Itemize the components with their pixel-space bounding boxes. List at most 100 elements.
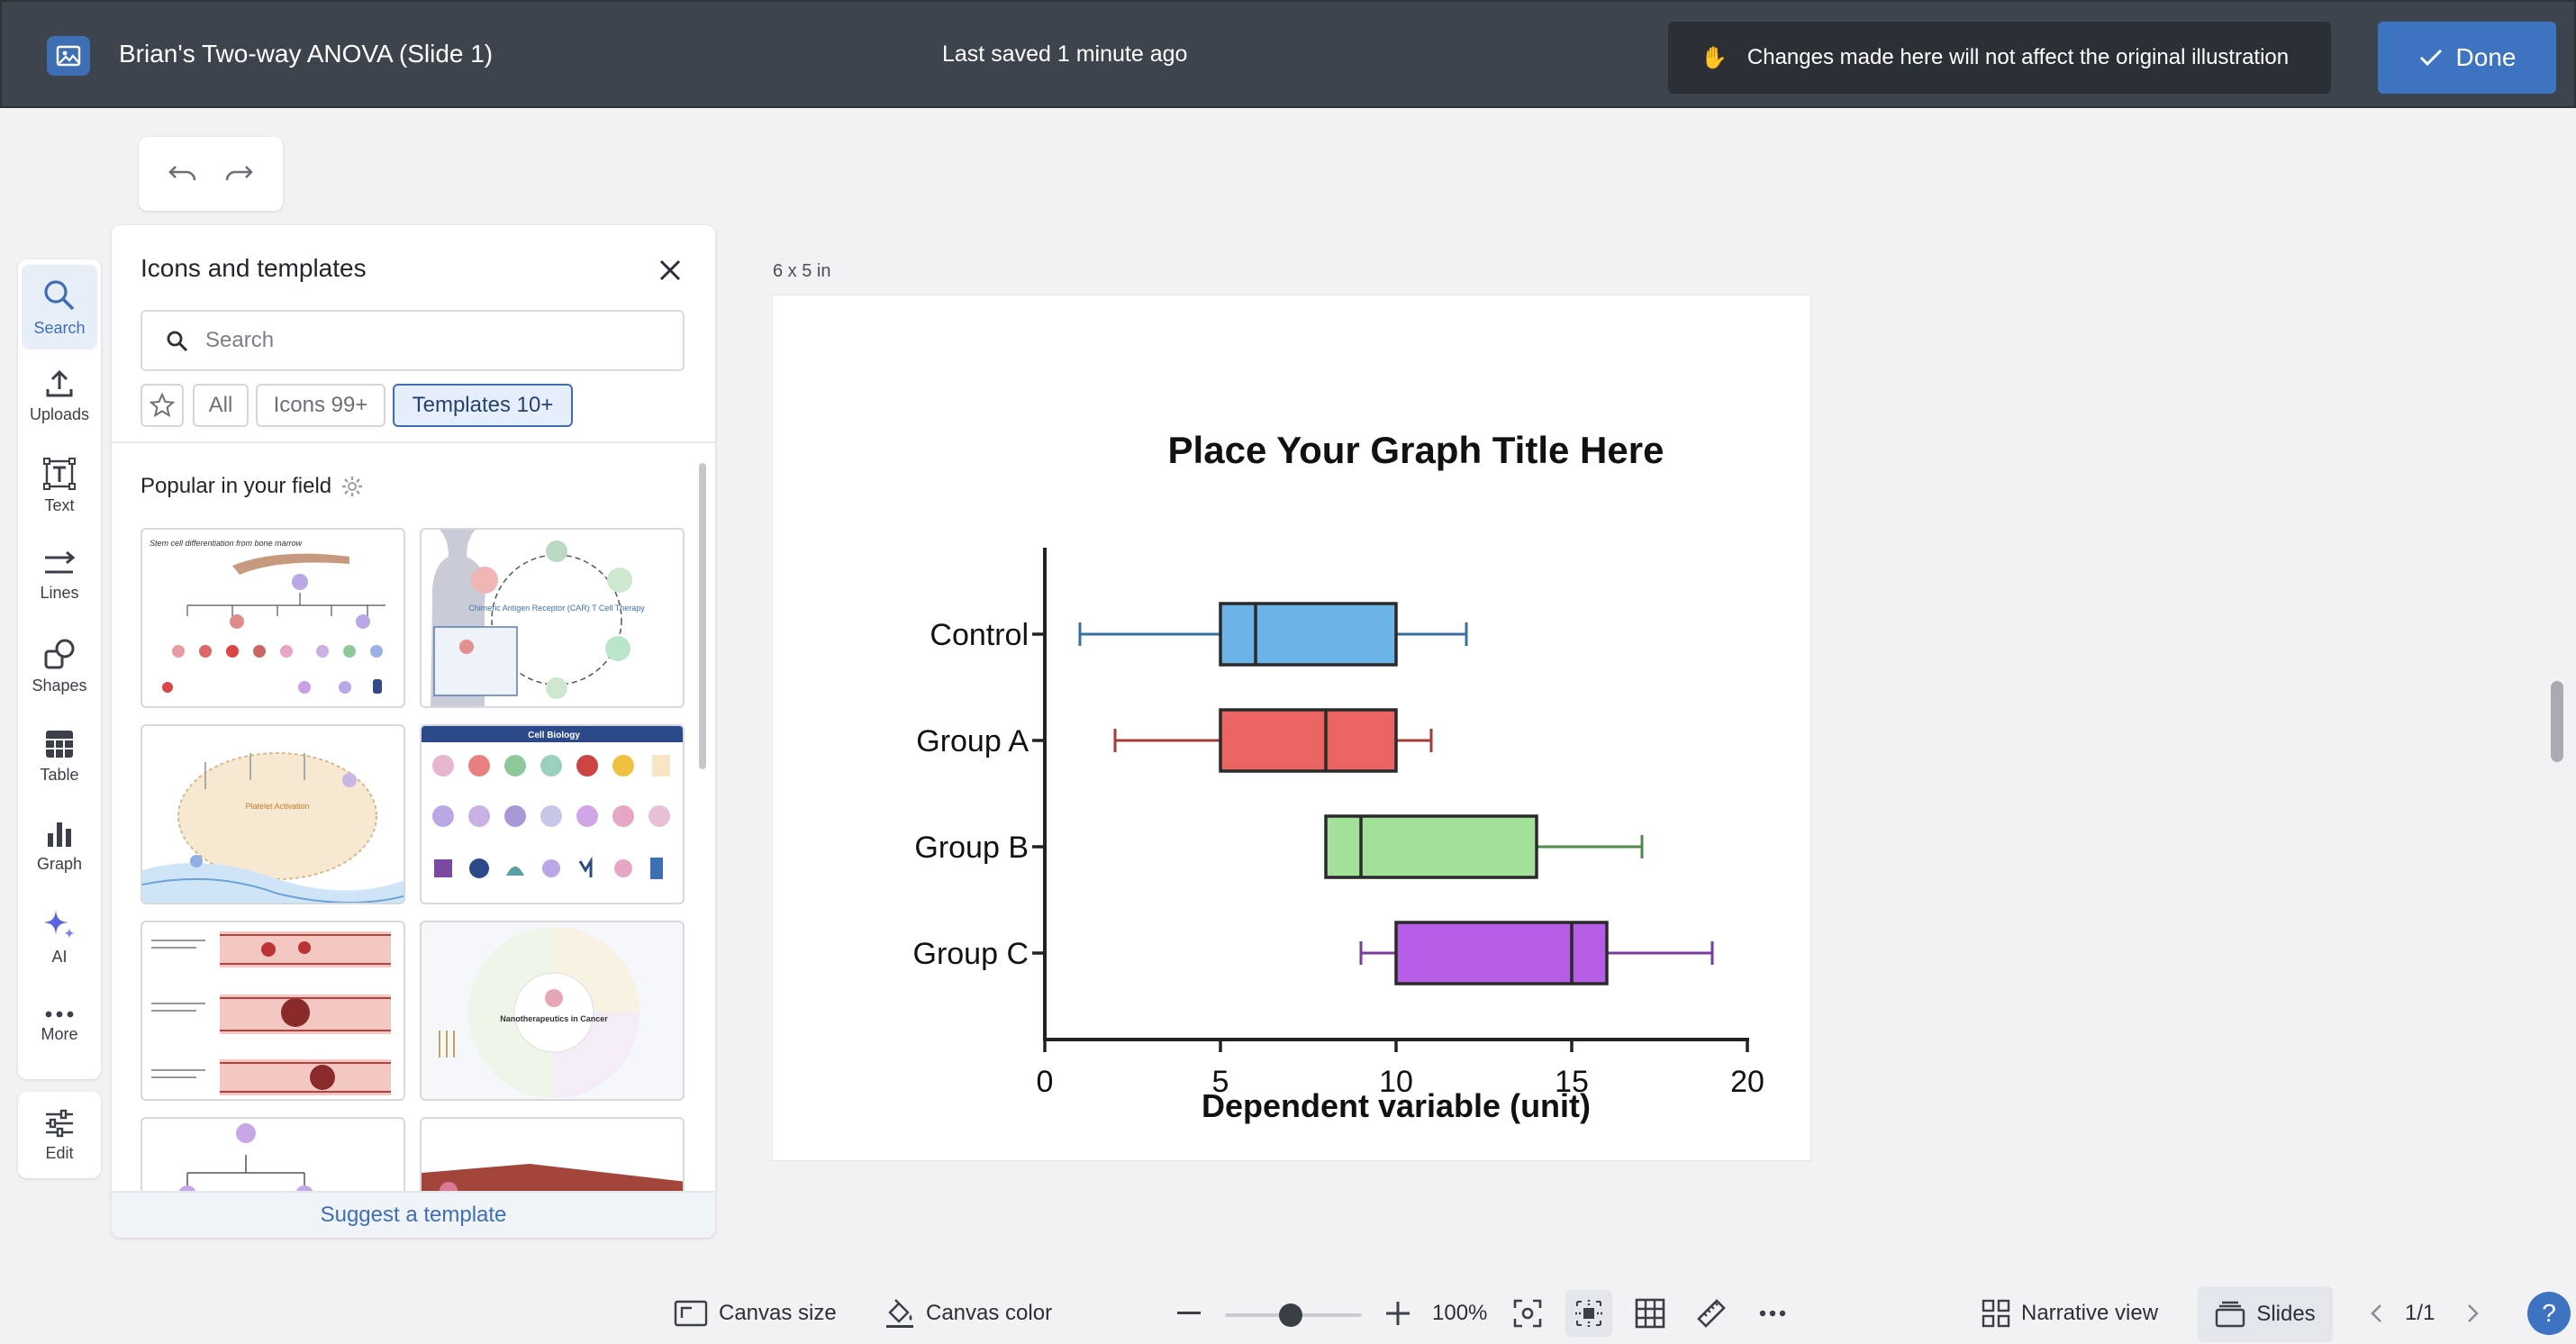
zoom-level[interactable]: 100% [1432, 1301, 1488, 1325]
star-icon [149, 392, 176, 418]
edit-button[interactable]: Edit [18, 1092, 101, 1178]
close-button[interactable] [650, 250, 690, 290]
more-icon [45, 1011, 74, 1017]
rail-item-uploads[interactable]: Uploads [22, 353, 97, 438]
undo-redo-group [139, 137, 283, 211]
undo-button[interactable] [160, 151, 205, 196]
graph-icon [48, 822, 71, 847]
table-icon [46, 730, 73, 758]
text-icon [43, 457, 76, 490]
canvas-color-label: Canvas color [926, 1301, 1053, 1325]
chevron-right-icon [2468, 1304, 2479, 1322]
rail-item-graph[interactable]: Graph [22, 804, 97, 888]
zoom-slider-handle[interactable] [1279, 1303, 1302, 1327]
search-field[interactable] [141, 310, 685, 371]
favorites-filter[interactable] [141, 384, 184, 427]
filter-templates[interactable]: Templates 10+ [393, 384, 573, 427]
canvas[interactable]: Place Your Graph Title Here 0 5 10 15 20 Depen… [773, 295, 1810, 1160]
next-slide-button[interactable] [2450, 1290, 2497, 1337]
slides-icon [2216, 1301, 2245, 1328]
x-axis-label: Dependent variable (unit) [1202, 1087, 1591, 1124]
search-icon [44, 279, 75, 310]
y-tick-label: Control [930, 618, 1029, 652]
paint-bucket-icon [886, 1299, 913, 1328]
y-tick-label: Group B [914, 831, 1029, 865]
x-tick-label: 5 [1212, 1065, 1229, 1099]
bottom-toolbar: Canvas size Canvas color 100% Narrative … [0, 1279, 2576, 1344]
more-icon [1759, 1310, 1786, 1317]
filter-icons[interactable]: Icons 99+ [256, 384, 385, 427]
grid-button[interactable] [1627, 1290, 1673, 1337]
template-thumbnail[interactable]: Cell Biology [420, 724, 685, 904]
rail-item-lines[interactable]: Lines [22, 533, 97, 618]
edit-label: Edit [45, 1143, 74, 1162]
rail-item-shapes[interactable]: Shapes [22, 623, 97, 708]
rail-item-table[interactable]: Table [22, 713, 97, 798]
minus-icon [1177, 1312, 1201, 1314]
canvas-color-button[interactable]: Canvas color [884, 1288, 1052, 1339]
template-thumbnail[interactable] [141, 921, 405, 1101]
ruler-button[interactable] [1688, 1290, 1735, 1337]
thumbnail-title: Nanotherapeutics in Cancer [500, 1014, 608, 1023]
rail-label: Lines [40, 583, 79, 602]
rail-item-search[interactable]: Search [22, 265, 97, 350]
filter-all[interactable]: All [193, 384, 249, 427]
slide-counter: 1/1 [2405, 1301, 2435, 1325]
panel-scrollbar[interactable] [699, 463, 706, 769]
rail-label: Search [33, 318, 86, 337]
image-icon[interactable] [47, 36, 90, 76]
rail-item-text[interactable]: Text [22, 443, 97, 528]
done-button[interactable]: Done [2378, 22, 2556, 94]
plus-icon [1386, 1302, 1410, 1325]
canvas-dimensions: 6 x 5 in [773, 261, 831, 281]
rail-item-more[interactable]: More [22, 984, 97, 1068]
narrative-view-label: Narrative view [2021, 1301, 2159, 1325]
upload-icon [46, 369, 73, 396]
document-title[interactable]: Brian's Two-way ANOVA (Slide 1) [119, 40, 494, 68]
resize-icon [674, 1300, 708, 1327]
template-thumbnail[interactable]: Nanotherapeutics in Cancer [420, 921, 685, 1101]
fit-screen-button[interactable] [1504, 1290, 1551, 1337]
gear-icon[interactable] [340, 475, 364, 498]
zoom-out-button[interactable] [1166, 1290, 1212, 1337]
save-status: Last saved 1 minute ago [942, 41, 1188, 67]
box-control [1219, 602, 1398, 667]
sliders-icon [46, 1109, 73, 1137]
rail-label: Graph [36, 854, 83, 873]
panel-footer: Suggest a template [112, 1191, 715, 1238]
divider [112, 441, 715, 443]
narrative-view-button[interactable]: Narrative view [1982, 1288, 2158, 1339]
box-group-a [1219, 708, 1398, 773]
more-options-button[interactable] [1749, 1290, 1796, 1337]
done-button-label: Done [2455, 43, 2517, 71]
zoom-in-button[interactable] [1374, 1290, 1421, 1337]
canvas-scrollbar[interactable] [2551, 681, 2563, 762]
sparkle-icon [43, 909, 75, 939]
rail-label: More [41, 1024, 78, 1043]
canvas-size-label: Canvas size [719, 1301, 837, 1325]
search-icon [167, 331, 188, 352]
rail-item-ai[interactable]: AI [22, 894, 97, 978]
template-thumbnail[interactable]: Chimeric Antigen Receptor (CAR) T Cell T… [420, 528, 685, 708]
snap-button[interactable] [1565, 1290, 1612, 1337]
top-bar: Brian's Two-way ANOVA (Slide 1) Last sav… [0, 0, 2576, 108]
prev-slide-button[interactable] [2353, 1290, 2399, 1337]
template-thumbnail[interactable]: Platelet Activation [141, 724, 405, 904]
rail-label: AI [51, 947, 68, 966]
box-plot-chart[interactable]: Place Your Graph Title Here 0 5 10 15 20 Depen… [773, 295, 1810, 1160]
template-thumbnail[interactable]: Stem cell differentiation from bone marr… [141, 528, 405, 708]
focus-icon [1513, 1299, 1542, 1328]
rail-label: Shapes [32, 676, 87, 695]
rail-label: Uploads [29, 404, 90, 423]
canvas-size-button[interactable]: Canvas size [674, 1288, 837, 1339]
undo-icon [168, 166, 196, 181]
redo-button[interactable] [216, 151, 261, 196]
rail-label: Text [44, 495, 75, 514]
search-input[interactable] [205, 321, 656, 360]
chart-title: Place Your Graph Title Here [1168, 429, 1664, 471]
suggest-template-link[interactable]: Suggest a template [320, 1203, 507, 1227]
help-button[interactable]: ? [2527, 1292, 2571, 1335]
slides-button[interactable]: Slides [2198, 1286, 2333, 1342]
grid-icon [1635, 1298, 1665, 1329]
icons-templates-panel: Icons and templates All Icons 99+ Templa… [112, 225, 715, 1238]
